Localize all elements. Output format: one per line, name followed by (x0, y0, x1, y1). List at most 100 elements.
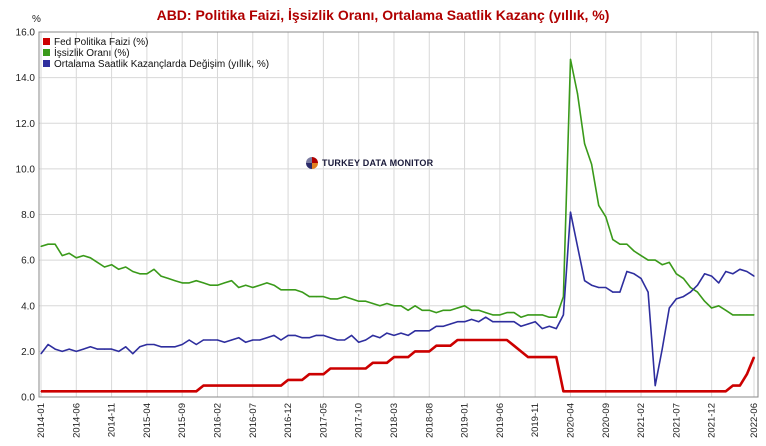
data-point (640, 390, 642, 392)
data-point (181, 282, 183, 284)
data-point (245, 341, 247, 343)
data-point (273, 334, 275, 336)
data-point (216, 284, 219, 286)
data-point (54, 243, 56, 245)
data-point (464, 339, 466, 341)
data-point (499, 314, 501, 316)
x-tick-label: 2014-11 (107, 403, 118, 437)
data-point (689, 291, 692, 293)
data-point (704, 390, 706, 392)
legend-label: Fed Politika Faizi (%) (54, 37, 148, 48)
data-point (513, 312, 515, 314)
data-point (633, 390, 635, 392)
data-point (541, 328, 543, 330)
data-point (668, 390, 670, 392)
legend-label: İşsizlik Oranı (%) (54, 46, 130, 59)
data-point (322, 373, 324, 375)
data-point (273, 385, 275, 387)
legend-label: Ortalama Saatlik Kazançlarda Değişim (yı… (54, 59, 269, 70)
data-point (379, 362, 381, 364)
data-point (584, 143, 586, 145)
data-point (598, 286, 600, 289)
data-point (61, 350, 63, 352)
data-point (322, 334, 324, 336)
data-point (358, 367, 360, 370)
data-point (732, 273, 734, 275)
data-point (202, 282, 204, 284)
data-point (442, 309, 444, 311)
data-point (103, 266, 106, 268)
y-tick-label: 12.0 (16, 119, 36, 130)
data-point (654, 385, 656, 387)
data-point (421, 350, 423, 352)
legend: Fed Politika Faizi (%)İşsizlik Oranı (%)… (43, 37, 269, 70)
data-point (485, 312, 487, 314)
x-tick-label: 2017-10 (354, 403, 365, 438)
globe-logo-icon (306, 157, 318, 169)
x-tick-label: 2014-01 (36, 403, 47, 438)
legend-swatch (43, 49, 50, 56)
data-point (541, 314, 543, 316)
data-point (153, 343, 155, 346)
plot-frame (38, 31, 759, 398)
data-point (96, 348, 99, 350)
data-point (478, 309, 480, 311)
data-point (329, 298, 331, 300)
data-point (358, 300, 360, 302)
data-point (732, 314, 734, 316)
data-point (520, 316, 522, 318)
data-point (711, 390, 713, 392)
data-point (266, 385, 268, 387)
data-point (139, 346, 141, 348)
data-point (202, 339, 204, 341)
x-tick-label: 2015-04 (142, 403, 153, 438)
data-point (252, 339, 254, 341)
data-point (386, 302, 388, 305)
y-axis-ticks: 0.0 2.0 4.0 6.0 8.0 10.0 12.0 14.0 16.0 (16, 28, 36, 404)
x-tick-label: 2018-08 (424, 403, 435, 438)
data-point (372, 302, 374, 305)
series-line (41, 338, 756, 393)
data-point (393, 356, 395, 358)
data-point (103, 390, 106, 392)
data-point (280, 289, 282, 291)
data-point (725, 309, 727, 311)
series-lines (40, 58, 756, 393)
data-point (675, 298, 677, 300)
data-point (647, 259, 649, 261)
data-point (238, 286, 240, 289)
data-point (294, 289, 296, 291)
data-point (555, 316, 557, 318)
data-point (315, 296, 317, 298)
data-point (689, 390, 692, 392)
legend-swatch (43, 60, 50, 67)
data-point (125, 346, 127, 348)
data-point (456, 307, 459, 309)
data-point (301, 291, 303, 293)
data-point (591, 284, 593, 286)
data-point (96, 390, 99, 392)
data-point (89, 346, 91, 348)
data-point (153, 390, 155, 392)
data-point (682, 390, 685, 392)
data-point (499, 339, 501, 341)
data-point (252, 286, 254, 289)
data-point (344, 367, 346, 370)
data-point (478, 339, 480, 341)
data-point (718, 390, 720, 392)
data-point (61, 255, 63, 257)
data-point (365, 300, 367, 302)
watermark-text: TURKEY DATA MONITOR (322, 158, 434, 168)
data-point (506, 321, 508, 323)
data-point (231, 280, 233, 282)
data-point (732, 385, 734, 387)
data-point (336, 298, 339, 300)
x-tick-label: 2016-07 (248, 403, 259, 438)
data-point (661, 390, 663, 392)
data-point (231, 339, 233, 341)
data-point (181, 343, 183, 346)
data-point (675, 390, 677, 392)
data-point (47, 390, 49, 392)
data-point (223, 385, 226, 387)
